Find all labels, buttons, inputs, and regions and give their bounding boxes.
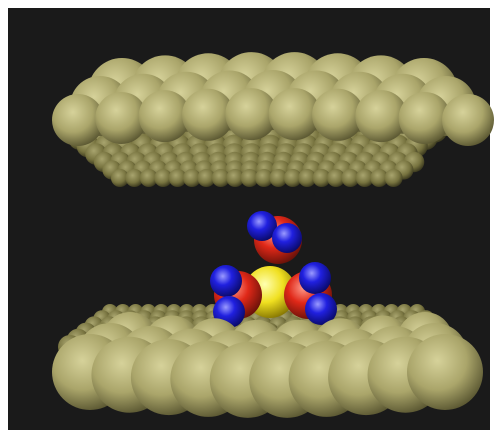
bottom-slab-atom	[407, 334, 483, 410]
top-slab-atom	[442, 94, 494, 146]
molecule-render	[0, 0, 496, 438]
top-slab-atom	[385, 169, 403, 187]
hydrogen-atom	[299, 262, 331, 294]
page: (() => { const svg = document.getElement…	[0, 0, 496, 438]
hydrogen-atom	[272, 223, 302, 253]
hydrogen-atom	[210, 265, 242, 297]
